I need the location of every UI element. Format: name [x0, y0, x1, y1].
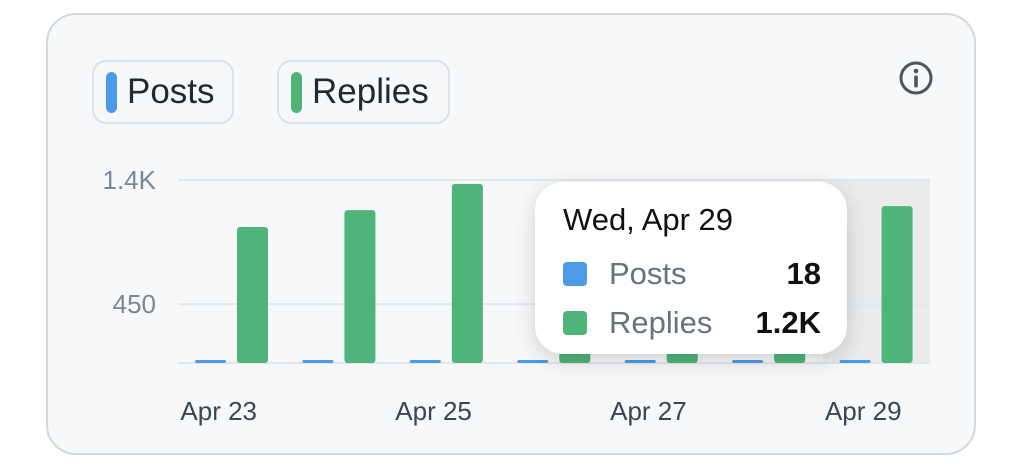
tooltip-row-posts: Posts 18	[563, 254, 821, 294]
x-tick-label: Apr 23	[180, 396, 257, 426]
x-tick-label: Apr 25	[395, 396, 472, 426]
replies-color-swatch	[291, 71, 302, 113]
bar-replies	[237, 227, 268, 363]
tooltip-replies-value: 1.2K	[755, 305, 821, 340]
y-tick-label: 450	[113, 289, 156, 319]
bar-replies	[451, 183, 483, 363]
bar-replies	[344, 210, 376, 363]
tooltip-posts-value: 18	[786, 256, 821, 291]
tooltip-posts-label: Posts	[609, 256, 687, 291]
legend-replies-label: Replies	[312, 72, 429, 111]
bar-replies	[881, 206, 913, 363]
bar-posts	[409, 360, 441, 363]
bar-posts	[732, 360, 764, 363]
y-tick-label: 1.4K	[103, 165, 157, 195]
legend-posts-label: Posts	[127, 72, 215, 111]
info-icon[interactable]	[898, 60, 934, 96]
legend-posts-toggle[interactable]: Posts	[92, 60, 234, 124]
x-tick-label: Apr 27	[610, 396, 687, 426]
x-tick-label: Apr 29	[825, 396, 902, 426]
tooltip-row-replies: Replies 1.2K	[563, 303, 821, 343]
chart-tooltip: Wed, Apr 29 Posts 18 Replies 1.2K	[535, 182, 847, 354]
legend-replies-toggle[interactable]: Replies	[277, 60, 450, 124]
tooltip-replies-label: Replies	[609, 305, 713, 340]
bar-posts	[302, 360, 334, 363]
posts-color-swatch	[106, 71, 117, 113]
bar-posts	[195, 360, 226, 363]
bar-posts	[839, 360, 871, 363]
tooltip-replies-dot	[563, 311, 587, 335]
tooltip-posts-dot	[563, 262, 587, 286]
tooltip-date: Wed, Apr 29	[563, 202, 734, 237]
bar-posts	[624, 360, 656, 363]
bar-posts	[517, 360, 549, 363]
